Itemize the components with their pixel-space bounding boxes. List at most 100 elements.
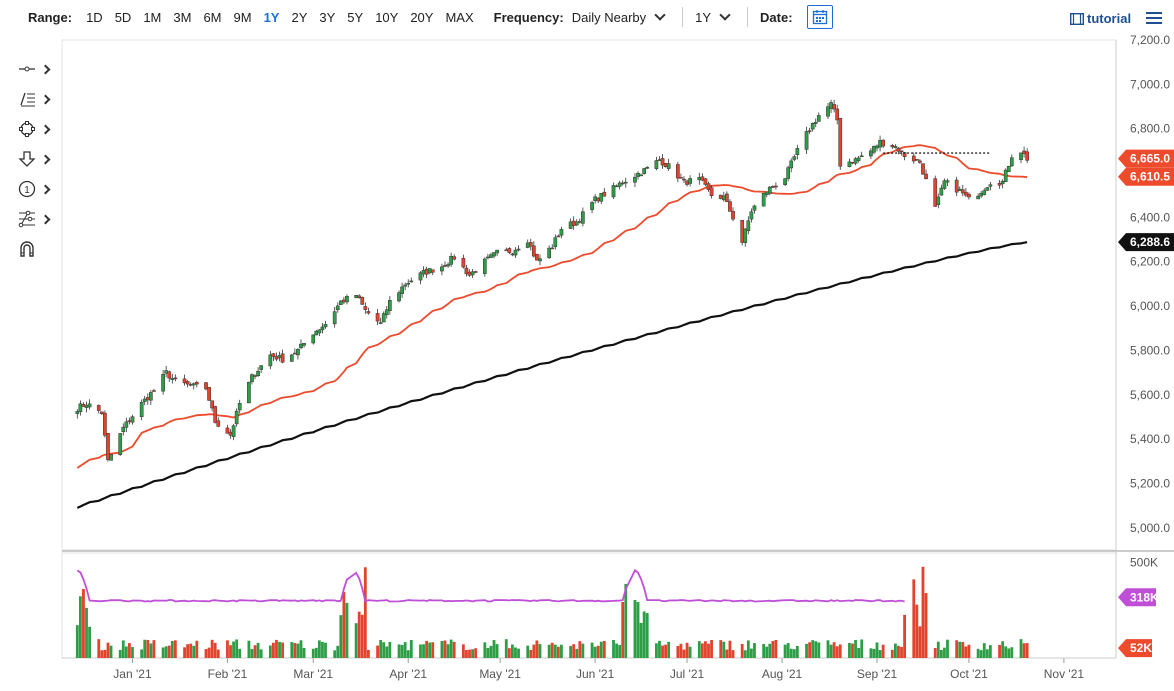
candle (188, 384, 193, 386)
trendline-tool-button[interactable] (18, 84, 58, 114)
candle (878, 140, 882, 148)
volume-bar (655, 643, 658, 658)
volume-bar (366, 649, 370, 658)
volume-bar (569, 645, 573, 658)
range-9m[interactable]: 9M (233, 9, 252, 25)
volume-bar (572, 644, 576, 658)
candle (387, 300, 392, 311)
volume-bar (933, 648, 937, 658)
candle (682, 178, 686, 181)
candle (149, 392, 153, 401)
candle (145, 397, 150, 401)
volume-bar (388, 642, 392, 658)
volume-bar (943, 647, 946, 658)
candle (167, 371, 172, 379)
number-tool-button[interactable]: 1 (18, 174, 58, 204)
volume-bar (183, 647, 186, 658)
candle (277, 355, 282, 358)
range-2y[interactable]: 2Y (291, 9, 308, 25)
candle (767, 186, 772, 194)
candle (869, 150, 873, 157)
candle (743, 228, 748, 243)
drawing-toolbar: 1 (18, 54, 58, 264)
candle (323, 324, 328, 328)
candle (942, 180, 947, 189)
shapes-tool-icon (18, 120, 36, 138)
arrow-down-tool-button[interactable] (18, 144, 58, 174)
volume-bar (192, 645, 196, 658)
volume-bar (639, 622, 643, 658)
shapes-tool-button[interactable] (18, 114, 58, 144)
candle (614, 185, 619, 188)
candle (829, 102, 833, 109)
x-tick-label: Nov '21 (1044, 667, 1085, 681)
range-max[interactable]: MAX (445, 9, 474, 25)
tutorial-link[interactable]: tutorial (1070, 11, 1131, 26)
chevron-right-icon (40, 64, 51, 74)
frequency-label: Frequency: (493, 9, 564, 25)
candle (657, 159, 662, 162)
volume-bar (272, 642, 275, 658)
candle (237, 403, 242, 411)
crosshair-tool-button[interactable] (18, 54, 58, 84)
candle (332, 311, 337, 325)
candle (581, 211, 585, 224)
chevron-right-icon (40, 184, 51, 194)
volume-bar (829, 644, 833, 658)
volume-bar (235, 639, 239, 658)
range-3m[interactable]: 3M (173, 9, 192, 25)
candle (320, 326, 325, 331)
range-5y[interactable]: 5Y (347, 9, 364, 25)
candle (274, 356, 279, 360)
volume-bar (443, 640, 447, 658)
range-10y[interactable]: 10Y (375, 9, 399, 25)
volume-bar (624, 583, 628, 658)
price-tick-label: 6,200.0 (1130, 255, 1170, 269)
period-dropdown[interactable]: 1Y (695, 9, 731, 25)
volume-bar (85, 607, 88, 658)
hamburger-menu-icon[interactable] (1146, 9, 1162, 27)
ma200-value-tag-text: 6,288.6 (1130, 235, 1170, 249)
range-3y[interactable]: 3Y (319, 9, 336, 25)
range-selector: 1D 5D 1M 3M 6M 9M 1Y 2Y 3Y 5Y 10Y 20Y MAX (80, 10, 480, 25)
candle (296, 349, 300, 356)
candle (207, 387, 211, 401)
candle (280, 353, 285, 363)
candle (810, 123, 815, 130)
magnet-tool-button[interactable] (18, 234, 58, 264)
volume-bar (213, 642, 217, 658)
volume-bar (452, 641, 456, 658)
range-6m[interactable]: 6M (203, 9, 222, 25)
chevron-right-icon (40, 214, 51, 224)
fibonacci-tool-button[interactable] (18, 204, 58, 234)
volume-bar (679, 643, 683, 658)
volume-bar (621, 601, 625, 658)
range-1y[interactable]: 1Y (263, 9, 280, 25)
candle (467, 271, 472, 276)
candle (706, 183, 711, 190)
calendar-button[interactable] (806, 5, 833, 29)
candle (473, 271, 478, 273)
volume-average-line (76, 568, 905, 603)
range-5d[interactable]: 5D (114, 9, 132, 25)
volume-bar (517, 648, 520, 658)
volume-bar (422, 644, 425, 658)
volume-bar (685, 642, 689, 658)
candle (789, 160, 794, 169)
candle (430, 269, 435, 273)
volume-bar (743, 650, 747, 658)
volume-bar (881, 644, 885, 658)
volume-bar (979, 650, 983, 658)
candle (890, 144, 895, 148)
candle (957, 188, 962, 192)
volume-bar (164, 646, 168, 658)
range-20y[interactable]: 20Y (410, 9, 434, 25)
volume-bar (232, 641, 235, 658)
volume-average-tag: 318K (1118, 588, 1159, 607)
range-1d[interactable]: 1D (86, 9, 103, 25)
range-1m[interactable]: 1M (143, 9, 162, 25)
candle (84, 405, 89, 408)
frequency-dropdown[interactable]: Daily Nearby (572, 9, 666, 25)
toolbar-divider (682, 7, 684, 27)
